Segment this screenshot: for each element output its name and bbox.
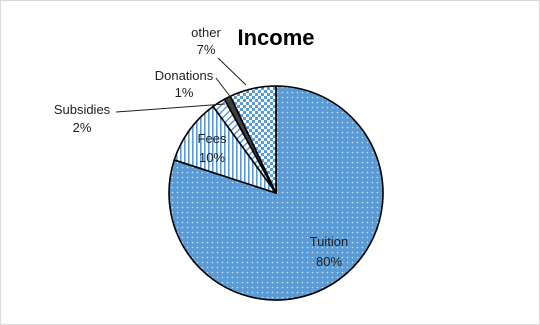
slice-label-tuition: Tuition bbox=[310, 234, 349, 249]
leader-lines bbox=[115, 57, 247, 113]
slice-value-tuition: 80% bbox=[316, 254, 342, 269]
leader-line-donations bbox=[215, 77, 233, 100]
slice-value-other: 7% bbox=[197, 42, 216, 57]
pie-slice-tuition bbox=[168, 85, 384, 301]
slice-labels: Tuition 80% Fees 10% Subsidies 2% Donations 1% o… bbox=[54, 25, 348, 269]
chart-title: Income bbox=[237, 25, 314, 50]
slice-label-subsidies: Subsidies bbox=[54, 102, 111, 117]
slice-value-fees: 10% bbox=[199, 150, 225, 165]
slice-value-donations: 1% bbox=[175, 85, 194, 100]
slice-label-fees: Fees bbox=[198, 131, 227, 146]
slice-label-other: other bbox=[191, 25, 221, 40]
slice-label-donations: Donations bbox=[155, 68, 214, 83]
pie-slices bbox=[168, 85, 384, 301]
leader-line-subsidies bbox=[115, 103, 226, 113]
leader-line-other bbox=[217, 57, 247, 86]
slice-value-subsidies: 2% bbox=[73, 120, 92, 135]
